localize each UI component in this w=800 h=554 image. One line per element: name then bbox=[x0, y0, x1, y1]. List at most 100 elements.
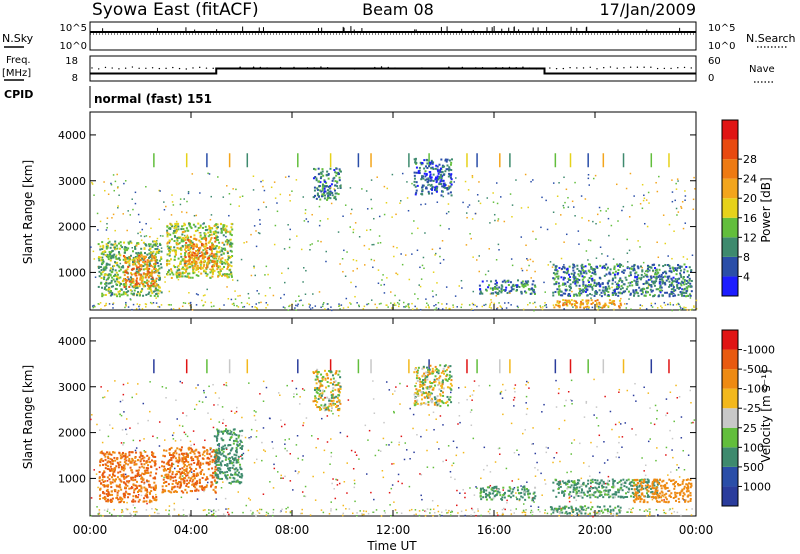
scatter-point bbox=[654, 269, 657, 272]
echo-cell bbox=[572, 266, 575, 269]
ground-point bbox=[461, 303, 463, 306]
scatter-point bbox=[568, 496, 571, 499]
echo-cell bbox=[230, 261, 233, 264]
echo-cell bbox=[210, 252, 213, 255]
echo-cell bbox=[117, 466, 120, 469]
echo-cell bbox=[222, 234, 225, 237]
echo-cell bbox=[631, 284, 634, 287]
echo-cell bbox=[573, 303, 576, 306]
ground-point bbox=[445, 509, 447, 511]
echo-cell bbox=[587, 269, 590, 272]
echo-cell bbox=[677, 278, 680, 281]
scatter-point bbox=[342, 215, 344, 217]
scatter-point bbox=[259, 223, 261, 225]
ground-point bbox=[522, 510, 525, 512]
echo-cell bbox=[436, 168, 439, 171]
echo-cell bbox=[630, 281, 633, 284]
echo-cell bbox=[566, 299, 569, 302]
scatter-point bbox=[534, 270, 536, 273]
echo-cell bbox=[219, 265, 222, 268]
echo-cell bbox=[174, 231, 177, 234]
echo-cell bbox=[108, 468, 111, 471]
echo-cell bbox=[650, 285, 653, 288]
scatter-point bbox=[570, 470, 572, 473]
scatter-point bbox=[622, 265, 624, 268]
echo-cell bbox=[112, 473, 115, 476]
scatter-point bbox=[213, 404, 215, 406]
echo-cell bbox=[129, 254, 132, 257]
echo-cell bbox=[556, 288, 559, 291]
scatter-point bbox=[154, 290, 156, 292]
echo-cell bbox=[213, 224, 216, 227]
nave-dot bbox=[333, 67, 336, 70]
echo-cell bbox=[112, 478, 115, 481]
scatter-point bbox=[549, 261, 552, 263]
scatter-point bbox=[475, 514, 477, 517]
echo-cell bbox=[113, 243, 116, 246]
noise-tick-high: 10^5 bbox=[60, 23, 87, 34]
scatter-point bbox=[269, 481, 271, 483]
echo-cell bbox=[670, 283, 673, 286]
scatter-point bbox=[540, 306, 542, 309]
echo-cell bbox=[420, 192, 423, 195]
scatter-point bbox=[373, 412, 376, 414]
echo-cell bbox=[429, 171, 432, 174]
echo-cell bbox=[147, 483, 150, 486]
echo-cell bbox=[557, 304, 560, 307]
echo-cell bbox=[101, 292, 104, 295]
echo-cell bbox=[448, 166, 451, 169]
scatter-point bbox=[365, 473, 368, 475]
echo-cell bbox=[690, 269, 693, 272]
ground-point bbox=[165, 509, 167, 511]
echo-cell bbox=[187, 244, 190, 247]
echo-cell bbox=[104, 463, 107, 466]
echo-cell bbox=[203, 237, 206, 240]
scatter-point bbox=[131, 198, 133, 200]
echo-cell bbox=[184, 256, 187, 259]
scatter-point bbox=[336, 484, 339, 486]
echo-cell bbox=[222, 247, 225, 250]
ground-point bbox=[92, 306, 94, 309]
ground-point bbox=[470, 514, 472, 516]
ground-point bbox=[296, 305, 299, 307]
scatter-point bbox=[317, 438, 319, 440]
echo-cell bbox=[312, 196, 315, 199]
echo-cell bbox=[145, 500, 148, 503]
echo-cell bbox=[440, 183, 443, 186]
echo-cell bbox=[110, 290, 113, 293]
echo-cell bbox=[223, 247, 226, 250]
echo-cell bbox=[123, 251, 126, 254]
echo-cell bbox=[194, 254, 197, 257]
echo-cell bbox=[523, 284, 526, 287]
echo-cell bbox=[572, 269, 575, 272]
echo-cell bbox=[227, 256, 230, 259]
echo-cell bbox=[101, 474, 104, 477]
echo-cell bbox=[573, 279, 576, 282]
ground-point bbox=[297, 303, 299, 305]
echo-cell bbox=[670, 270, 673, 273]
scatter-point bbox=[149, 236, 151, 238]
echo-cell bbox=[665, 291, 668, 294]
scatter-point bbox=[592, 515, 594, 518]
scatter-point bbox=[158, 445, 161, 447]
echo-cell bbox=[158, 278, 161, 281]
echo-cell bbox=[618, 286, 621, 289]
echo-cell bbox=[168, 239, 171, 242]
echo-cell bbox=[99, 282, 102, 285]
scatter-point bbox=[641, 207, 644, 210]
echo-cell bbox=[195, 266, 198, 269]
echo-cell bbox=[449, 174, 452, 177]
echo-cell bbox=[215, 265, 218, 268]
echo-cell bbox=[198, 266, 201, 269]
echo-cell bbox=[196, 254, 199, 257]
echo-cell bbox=[154, 269, 157, 272]
ground-point bbox=[413, 514, 415, 516]
ground-point bbox=[451, 509, 453, 512]
echo-cell bbox=[676, 280, 679, 283]
echo-cell bbox=[149, 288, 152, 291]
scatter-point bbox=[445, 286, 448, 288]
echo-cell bbox=[135, 277, 138, 280]
echo-cell bbox=[633, 267, 636, 270]
echo-cell bbox=[177, 264, 180, 267]
scatter-point bbox=[262, 185, 264, 188]
